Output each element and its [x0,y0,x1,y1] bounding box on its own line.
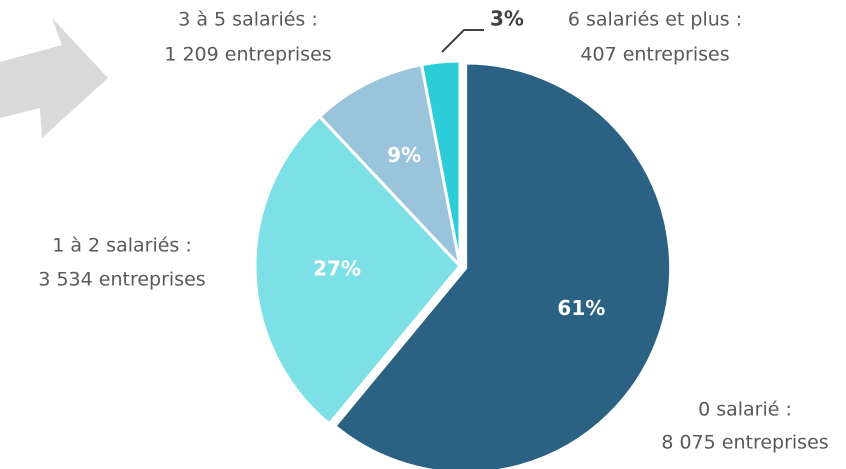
pie-slice [317,62,463,271]
percent-label: 9% [387,143,421,167]
category-label: 0 salarié : [698,399,792,421]
percent-label: 3% [490,7,524,31]
category-label: 3 à 5 salariés : [178,9,318,31]
decorative-arrow [0,18,108,138]
category-label: 6 salariés et plus : [568,9,742,31]
category-label: 1 à 2 salariés : [52,235,192,257]
category-detail: 1 209 entreprises [164,44,331,66]
category-detail: 407 entreprises [580,44,729,66]
pie-slice [253,114,462,427]
leader-line [441,29,484,53]
pie-slice [419,59,462,267]
percent-label: 27% [313,256,361,280]
category-detail: 8 075 entreprises [661,432,828,454]
percent-label: 61% [557,296,605,320]
category-detail: 3 534 entreprises [38,269,205,291]
pie-slice [332,61,673,469]
